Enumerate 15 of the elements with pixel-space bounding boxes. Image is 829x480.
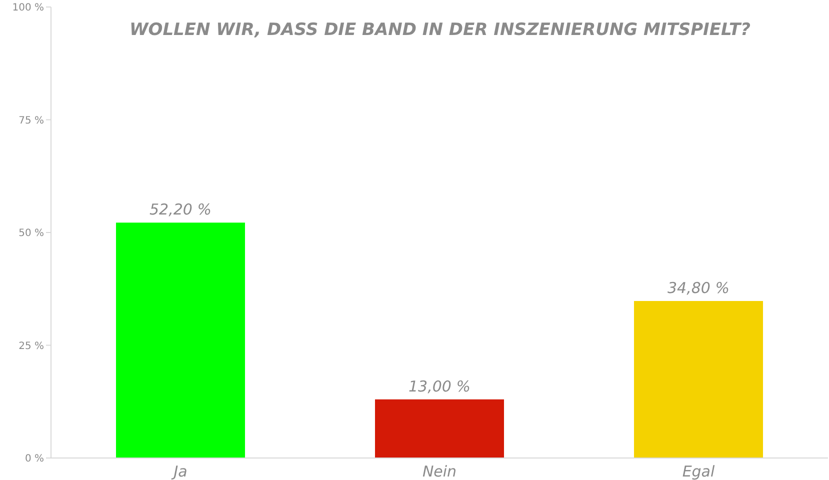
- y-tick-label: 25 %: [18, 340, 44, 352]
- y-tick-label: 100 %: [12, 2, 44, 14]
- bar: [634, 301, 763, 458]
- x-tick-label: Egal: [682, 462, 716, 480]
- y-tick-label: 75 %: [18, 115, 44, 126]
- text: WOLLEN WIR, DASS DIE BAND IN DER INSZENIERUNG MITSPIELT?: [128, 20, 752, 40]
- y-tick-label: 50 %: [18, 228, 44, 240]
- data-label: 52,20 %: [150, 200, 212, 219]
- y-tick-label: 0 %: [24, 454, 44, 465]
- x-tick-label: Nein: [422, 462, 457, 480]
- data-label: 13,00 %: [408, 377, 470, 396]
- x-tick-label: Ja: [170, 462, 188, 480]
- bar: [116, 222, 245, 458]
- bar: [375, 399, 504, 458]
- data-label: 34,80 %: [668, 279, 730, 298]
